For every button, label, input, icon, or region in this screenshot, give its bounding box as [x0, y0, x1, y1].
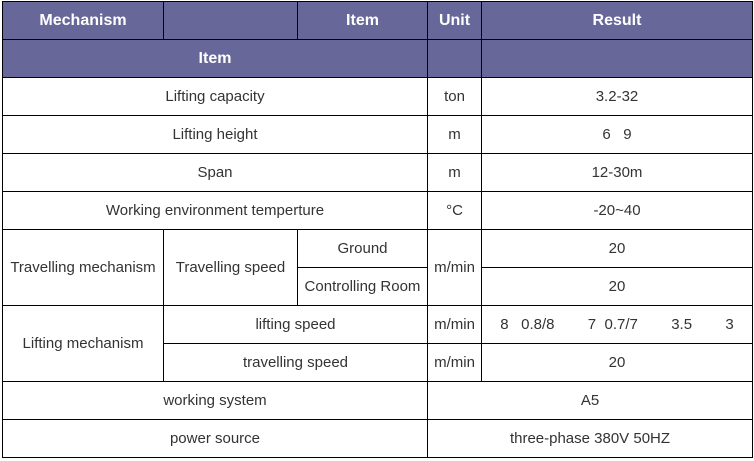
sub-item-cell: Ground [297, 229, 428, 268]
table-row: Lifting mechanism lifting speed m/min 8 … [2, 305, 753, 382]
item-cell: Travelling speed [163, 229, 298, 306]
header-empty [163, 1, 298, 40]
item-cell: Working environment temperture [2, 191, 428, 230]
result-cell: 20 [481, 229, 753, 268]
header-row-2: Item [2, 39, 753, 78]
result-cell: 8 0.8/8 7 0.7/7 3.5 3 [481, 305, 753, 344]
header-empty [427, 39, 482, 78]
result-cell: 12-30m [481, 153, 753, 192]
table-row: Controlling Room 20 [3, 267, 753, 306]
unit-cell: m/min [427, 305, 482, 344]
unit-cell: m/min [427, 343, 482, 382]
header-result: Result [481, 1, 753, 40]
unit-cell: ton [427, 77, 482, 116]
header-unit: Unit [427, 1, 482, 40]
header-item-2: Item [2, 39, 428, 78]
result-cell: -20~40 [481, 191, 753, 230]
result-cell: A5 [427, 381, 753, 420]
header-item: Item [297, 1, 428, 40]
item-cell: Lifting capacity [2, 77, 428, 116]
table-row: power source three-phase 380V 50HZ [2, 419, 753, 458]
unit-cell: m [427, 115, 482, 154]
result-cell: 3.2-32 [481, 77, 753, 116]
mechanism-cell: Travelling mechanism [2, 229, 164, 306]
item-cell: working system [2, 381, 428, 420]
header-row: Mechanism Item Unit Result [2, 1, 753, 40]
result-cell: 20 [481, 267, 753, 306]
item-cell: power source [2, 419, 428, 458]
unit-cell: °C [427, 191, 482, 230]
mechanism-cell: Lifting mechanism [2, 305, 164, 382]
table-row: Span m 12-30m [2, 153, 753, 192]
item-cell: lifting speed [163, 305, 428, 344]
table-row: Lifting height m 6 9 [2, 115, 753, 154]
table-row: Lifting capacity ton 3.2-32 [2, 77, 753, 116]
table-row: travelling speed m/min 20 [3, 343, 753, 382]
result-cell: three-phase 380V 50HZ [427, 419, 753, 458]
table-row: Travelling mechanism Travelling speed Gr… [2, 229, 753, 306]
item-cell: Span [2, 153, 428, 192]
table-row: Working environment temperture °C -20~40 [2, 191, 753, 230]
result-cell: 20 [481, 343, 753, 382]
item-cell: travelling speed [163, 343, 428, 382]
table-row: working system A5 [2, 381, 753, 420]
unit-cell: m/min [427, 229, 482, 306]
header-empty [481, 39, 753, 78]
result-cell: 6 9 [481, 115, 753, 154]
unit-cell: m [427, 153, 482, 192]
header-mechanism: Mechanism [2, 1, 164, 40]
item-cell: Lifting height [2, 115, 428, 154]
sub-item-cell: Controlling Room [297, 267, 428, 306]
